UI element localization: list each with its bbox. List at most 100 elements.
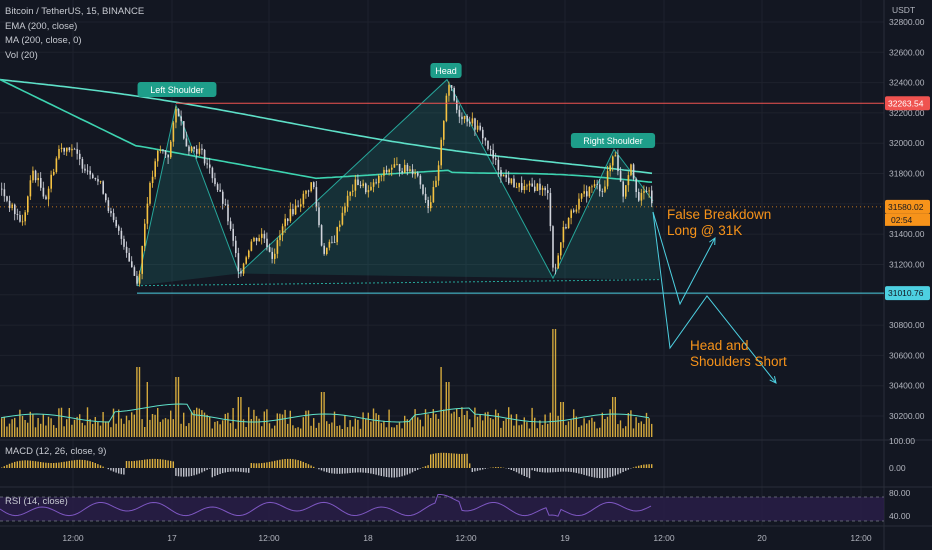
candle-body xyxy=(614,155,617,157)
macd-histogram-bar xyxy=(541,468,544,473)
volume-bar xyxy=(479,414,481,437)
volume-bar xyxy=(214,421,216,437)
macd-histogram-bar xyxy=(534,468,536,471)
volume-bar xyxy=(643,423,645,437)
volume-bar xyxy=(255,416,258,437)
candle-body xyxy=(318,207,320,226)
candle-body xyxy=(328,241,331,248)
candle-body xyxy=(453,88,455,101)
volume-bar xyxy=(625,426,627,437)
volume-bar xyxy=(591,417,593,437)
candle-body xyxy=(235,240,237,254)
candles xyxy=(1,81,653,287)
volume-bar xyxy=(437,418,440,437)
volume-bar xyxy=(375,413,377,437)
candle-body xyxy=(640,192,643,201)
volume-bar xyxy=(575,416,577,437)
volume-bar xyxy=(406,419,408,437)
volume-bar xyxy=(227,412,229,437)
candle-body xyxy=(42,187,45,197)
candle-body xyxy=(99,181,102,183)
volume-bar xyxy=(614,397,616,437)
macd-histogram-bar xyxy=(248,468,250,473)
candle-body xyxy=(336,227,338,243)
volume-bar xyxy=(383,421,385,437)
volume-bar xyxy=(284,409,286,437)
candle-body xyxy=(513,178,515,188)
macd-histogram-bar xyxy=(554,468,557,473)
macd-histogram-bar xyxy=(53,463,55,468)
macd-histogram-bar xyxy=(1,467,3,468)
volume-bar xyxy=(190,412,193,437)
candle-body xyxy=(209,164,211,168)
candle-body xyxy=(250,241,253,251)
volume-bar xyxy=(627,413,629,437)
countdown-bg xyxy=(885,213,930,226)
candle-body xyxy=(123,238,125,247)
false-breakdown-text-1: False Breakdown xyxy=(667,207,771,222)
macd-histogram-bar xyxy=(240,468,242,472)
candle-body xyxy=(651,190,653,204)
macd-histogram-bar xyxy=(180,468,182,477)
macd-histogram-bar xyxy=(580,468,583,475)
macd-histogram-bar xyxy=(89,461,91,468)
candle-body xyxy=(609,165,611,172)
macd-histogram-bar xyxy=(102,466,104,468)
volume-bar xyxy=(362,412,364,437)
volume-bar xyxy=(450,413,453,437)
candle-body xyxy=(190,146,193,152)
candle-body xyxy=(323,245,325,254)
macd-histogram-bar xyxy=(526,468,528,478)
moving-average-lines xyxy=(0,78,653,183)
volume-bar xyxy=(333,411,336,437)
volume-bar xyxy=(240,397,242,437)
volume-bar xyxy=(497,413,499,437)
candle-body xyxy=(180,116,182,122)
volume-bar xyxy=(279,413,281,437)
candle-body xyxy=(427,200,429,209)
macd-histogram-bar xyxy=(24,460,26,468)
volume-bar xyxy=(352,426,354,437)
macd-histogram-bar xyxy=(331,468,333,474)
volume-bar xyxy=(292,425,294,437)
candle-body xyxy=(198,148,201,154)
candle-body xyxy=(177,109,180,117)
head-label-bg xyxy=(430,63,462,78)
macd-histogram-bar xyxy=(84,460,86,468)
macd-histogram-bar xyxy=(302,461,304,468)
volume-bar xyxy=(94,417,96,437)
macd-histogram-bar xyxy=(266,462,268,468)
macd-histogram-bar xyxy=(250,463,252,468)
macd-histogram-bar xyxy=(474,468,476,472)
candle-body xyxy=(396,164,398,165)
candle-body xyxy=(372,182,375,187)
volume-bar xyxy=(599,427,601,437)
candle-body xyxy=(391,167,393,170)
volume-bar xyxy=(167,419,169,437)
candle-body xyxy=(344,206,346,213)
macd-histogram-bar xyxy=(201,468,203,473)
macd-histogram-bar xyxy=(125,461,128,468)
candle-body xyxy=(544,187,546,191)
candle-body xyxy=(45,196,47,200)
volume-bar xyxy=(300,428,302,437)
annotation-labels: Left Shoulder Head Right Shoulder False Bre… xyxy=(137,63,787,369)
macd-histogram-bar xyxy=(619,468,622,474)
volume-bar xyxy=(393,427,395,437)
candle-body xyxy=(422,184,424,194)
volume-bar xyxy=(302,417,304,437)
macd-histogram-bar xyxy=(216,468,219,475)
candle-body xyxy=(417,172,419,176)
candle-body xyxy=(128,252,130,262)
macd-histogram-bar xyxy=(310,465,312,468)
macd-histogram-bar xyxy=(359,468,362,473)
false-breakdown-arrow xyxy=(652,211,716,306)
candle-body xyxy=(320,225,323,246)
volume-bar xyxy=(151,414,154,437)
candle-body xyxy=(612,156,614,166)
macd-histogram-bar xyxy=(396,468,398,478)
macd-histogram-bar xyxy=(567,468,570,472)
volume-bar xyxy=(53,425,55,437)
volume-bar xyxy=(630,410,632,437)
